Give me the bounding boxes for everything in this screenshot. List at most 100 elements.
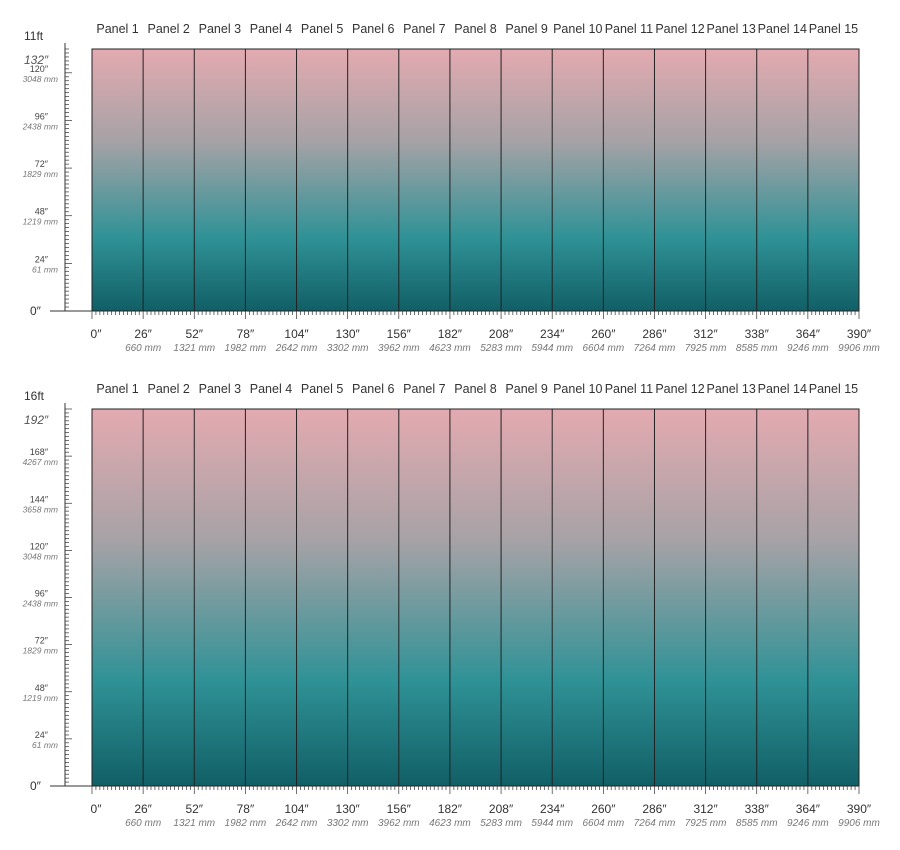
width-inch-label: 26″	[134, 327, 152, 341]
width-mm-label: 7264 mm	[634, 343, 676, 354]
height-mm-label: 1829 mm	[23, 169, 58, 179]
width-inch-label: 208″	[489, 327, 514, 341]
width-inch-label: 78″	[237, 802, 255, 816]
height-inch-label: 120″	[30, 64, 49, 74]
width-mm-label: 5283 mm	[480, 818, 522, 829]
width-inch-label: 52″	[185, 802, 203, 816]
panel-label: Panel 4	[250, 22, 292, 36]
height-mm-label: 61 mm	[32, 740, 58, 750]
panel-label: Panel 14	[758, 382, 807, 396]
height-ft-label: 11ft	[24, 29, 44, 43]
width-inch-label: 312″	[693, 802, 718, 816]
width-inch-label: 234″	[540, 327, 565, 341]
height-ft-label: 16ft	[24, 389, 45, 403]
panel-label: Panel 6	[352, 382, 394, 396]
height-mm-label: 3048 mm	[23, 74, 58, 84]
width-mm-label: 7925 mm	[685, 818, 727, 829]
width-mm-label: 660 mm	[125, 343, 161, 354]
height-inch-label: 96″	[35, 589, 49, 599]
panel-label: Panel 8	[454, 382, 496, 396]
panel-label: Panel 5	[301, 382, 343, 396]
panel-label: Panel 6	[352, 22, 394, 36]
height-inch-label: 72″	[35, 636, 49, 646]
width-inch-label: 260″	[591, 327, 616, 341]
wallpaper-diagram-11ft: Panel 1 Panel 2 Panel 3 Panel 4 Panel 5 Panel…	[0, 0, 900, 360]
panel-label: Panel 9	[505, 22, 547, 36]
width-inch-label: 52″	[185, 327, 203, 341]
width-inch-label: 130″	[336, 327, 361, 341]
height-mm-label: 3048 mm	[23, 551, 58, 561]
panel-label: Panel 5	[301, 22, 343, 36]
panel-label: Panel 13	[706, 22, 755, 36]
width-mm-label: 1321 mm	[173, 818, 215, 829]
panel-label: Panel 15	[809, 22, 858, 36]
height-mm-label: 1829 mm	[23, 646, 58, 656]
width-mm-label: 1321 mm	[173, 343, 215, 354]
width-inch-label: 0″	[91, 327, 103, 341]
width-mm-label: 3962 mm	[378, 818, 420, 829]
height-inch-label: 24″	[35, 254, 49, 264]
width-inch-label: 104″	[284, 327, 309, 341]
width-inch-label: 104″	[284, 802, 309, 816]
panel-label: Panel 10	[553, 382, 602, 396]
panel-label: Panel 8	[454, 22, 496, 36]
width-mm-label: 9906 mm	[838, 818, 880, 829]
width-mm-label: 9906 mm	[838, 343, 880, 354]
height-inch-label: 72″	[35, 159, 49, 169]
height-inch-label: 96″	[35, 111, 49, 121]
width-mm-label: 2642 mm	[275, 818, 318, 829]
diagram-16ft-svg: Panel 1 Panel 2 Panel 3 Panel 4 Panel 5 Panel…	[22, 382, 880, 829]
width-mm-label: 9246 mm	[787, 818, 829, 829]
width-inch-label: 390″	[847, 802, 872, 816]
wallpaper-diagram-16ft: Panel 1 Panel 2 Panel 3 Panel 4 Panel 5 Panel…	[0, 380, 900, 850]
panel-label: Panel 11	[605, 382, 653, 396]
width-inch-label: 0″	[91, 802, 103, 816]
panel-label: Panel 9	[505, 382, 547, 396]
width-inch-label: 390″	[847, 327, 872, 341]
panel-label: Panel 4	[250, 382, 292, 396]
height-zero-label: 0″	[30, 779, 42, 793]
width-mm-label: 2642 mm	[275, 343, 318, 354]
width-inch-label: 26″	[134, 802, 152, 816]
wallpaper-area	[91, 48, 860, 312]
width-inch-label: 182″	[438, 327, 463, 341]
width-mm-label: 1982 mm	[225, 818, 267, 829]
width-inch-label: 208″	[489, 802, 514, 816]
width-mm-label: 7264 mm	[634, 818, 676, 829]
width-inch-label: 234″	[540, 802, 565, 816]
panel-label: Panel 10	[553, 22, 602, 36]
height-mm-label: 4267 mm	[23, 457, 58, 467]
width-mm-label: 3302 mm	[327, 343, 369, 354]
height-inch-label: 24″	[35, 730, 49, 740]
panel-label: Panel 15	[809, 382, 858, 396]
width-mm-label: 4623 mm	[429, 818, 471, 829]
width-mm-label: 9246 mm	[787, 343, 829, 354]
panel-label: Panel 3	[199, 382, 241, 396]
width-inch-label: 260″	[591, 802, 616, 816]
height-inch-label: 120″	[30, 541, 49, 551]
width-inch-label: 156″	[387, 802, 412, 816]
panel-label: Panel 2	[147, 22, 189, 36]
width-mm-label: 5944 mm	[531, 343, 573, 354]
width-inch-label: 312″	[693, 327, 718, 341]
panel-label: Panel 13	[706, 382, 755, 396]
height-mm-label: 2438 mm	[22, 121, 58, 131]
panel-label: Panel 3	[199, 22, 241, 36]
height-inch-label: 48″	[35, 683, 49, 693]
diagram-11ft-svg: Panel 1 Panel 2 Panel 3 Panel 4 Panel 5 Panel…	[22, 22, 880, 354]
width-mm-label: 1982 mm	[225, 343, 267, 354]
height-mm-label: 3658 mm	[23, 504, 58, 514]
width-inch-label: 338″	[745, 802, 770, 816]
width-inch-label: 338″	[745, 327, 770, 341]
width-mm-label: 5283 mm	[480, 343, 522, 354]
width-inch-label: 364″	[796, 802, 821, 816]
panel-label: Panel 7	[403, 382, 445, 396]
width-inch-label: 130″	[336, 802, 361, 816]
height-mm-label: 1219 mm	[23, 217, 58, 227]
width-mm-label: 5944 mm	[531, 818, 573, 829]
height-zero-label: 0″	[30, 304, 42, 318]
panel-label: Panel 11	[605, 22, 653, 36]
width-mm-label: 660 mm	[125, 818, 161, 829]
panel-label: Panel 12	[655, 382, 704, 396]
panel-label: Panel 1	[96, 382, 138, 396]
